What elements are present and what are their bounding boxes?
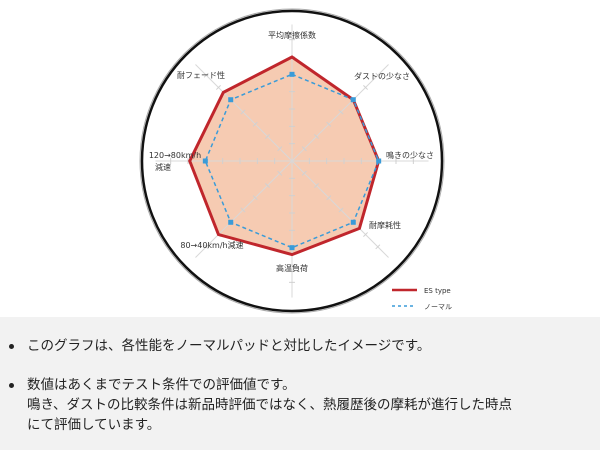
axis-line [291,64,389,162]
axis-tick [252,195,258,201]
series-line-normal [204,73,380,249]
series-line-es-type [188,55,381,257]
legend-label-es-type: ES type [424,287,451,295]
axis-tick [277,146,283,152]
data-point-normal [350,219,356,225]
axis-tick [338,109,344,115]
axis-tick [338,207,344,213]
axis-label: 80→40km/h減速 [180,240,243,250]
axis-label: 120→80km/h [149,151,201,160]
data-point-normal [289,71,295,77]
axis-label: 耐フェード性 [177,70,225,80]
axis-line [195,64,293,162]
axis-tick [326,121,332,127]
outer-ring-shadow [139,8,445,314]
axis-tick [265,183,270,188]
note-line: このグラフは、各性能をノーマルパッドと対比したイメージです。 [27,338,431,354]
axis-tick [203,244,209,250]
bullet-icon [9,344,14,349]
data-point-normal [350,97,356,103]
axis-tick [375,72,381,78]
note-line: 数値はあくまでテスト条件での評価値です。 [27,377,296,393]
data-point-normal [376,158,382,164]
axis-tick [301,170,307,176]
data-point-normal [228,97,234,103]
axis-tick [240,207,246,213]
axis-tick [240,109,246,115]
legend-label-normal: ノーマル [424,303,452,311]
radar-chart-area: 平均摩擦係数ダストの少なさ鳴きの少なさ耐摩耗性高温負荷 80→40km/h減速 12… [139,8,452,314]
axis-tick [314,134,319,139]
data-point-normal [289,245,295,251]
axis-tick [277,170,283,176]
axis-tick [215,84,221,90]
axis-tick [265,134,270,139]
axis-label: 耐摩耗性 [369,220,401,230]
data-point-normal [202,158,208,164]
bullet-icon [9,383,14,388]
axis-tick [203,72,209,78]
axis-label: 鳴きの少なさ [386,150,434,160]
axis-line [195,160,293,258]
axis-tick [363,232,369,238]
outer-ring [140,9,444,313]
axis-tick [363,84,369,90]
axis-label: 平均摩擦係数 [268,30,316,40]
axis-tick [314,183,319,188]
axis-line [291,160,389,258]
note-2: 数値はあくまでテスト条件での評価値です。 鳴き、ダストの比較条件は新品時評価では… [9,375,513,435]
axis-tick [326,195,332,201]
note-line: にて評価しています。 [27,417,161,433]
axis-label: 高温負荷 [276,263,308,273]
axis-label: ダストの少なさ [354,71,410,81]
axis-tick [301,146,307,152]
axis-tick [252,121,258,127]
notes-panel: このグラフは、各性能をノーマルパッドと対比したイメージです。 数値はあくまでテス… [0,317,600,450]
data-point-normal [228,219,234,225]
axis-tick [375,244,381,250]
note-line: 鳴き、ダストの比較条件は新品時評価ではなく、熱履歴後の摩耗が進行した時点 [27,397,513,413]
axis-label: 減速 [155,162,171,172]
note-1: このグラフは、各性能をノーマルパッドと対比したイメージです。 [9,336,431,356]
